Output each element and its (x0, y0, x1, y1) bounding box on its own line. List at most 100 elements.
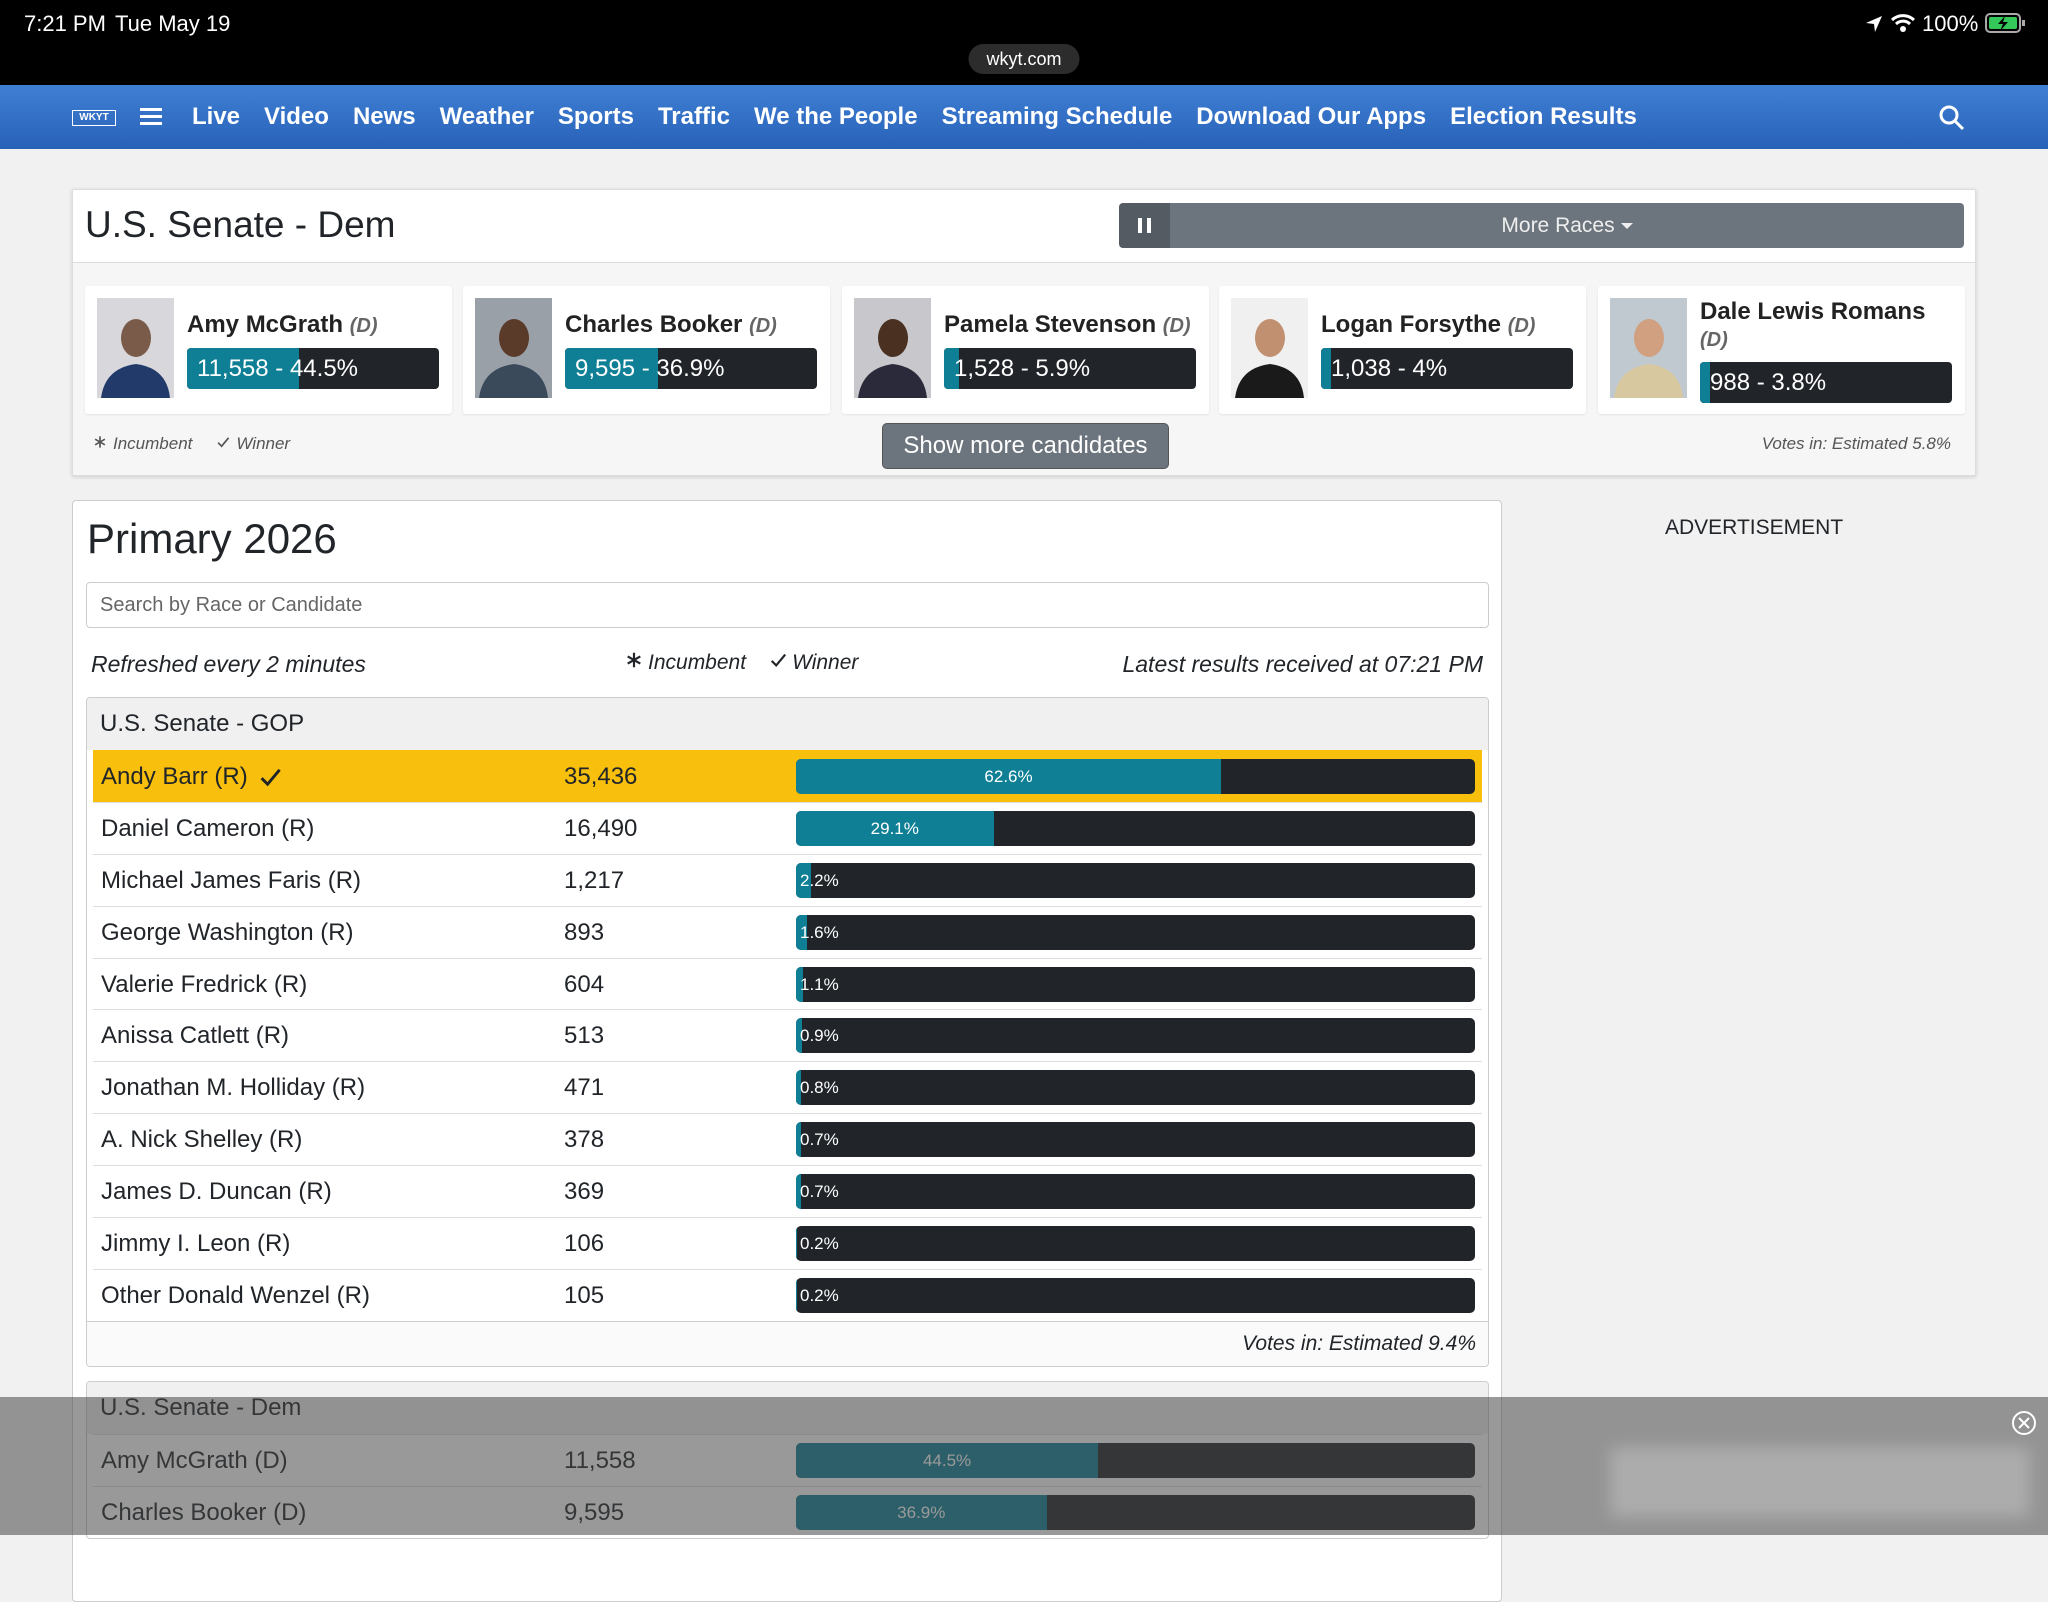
pause-icon (1138, 218, 1151, 233)
candidate-cell: Anissa Catlett (R) (101, 1010, 289, 1061)
nav-link[interactable]: Weather (439, 103, 534, 130)
vote-bar: 0.8% (796, 1070, 1475, 1106)
show-more-button[interactable]: Show more candidates (882, 423, 1169, 469)
latest-note: Latest results received at 07:21 PM (1122, 651, 1483, 677)
candidate-info: Pamela Stevenson (D) 1,528 - 5.9% (944, 286, 1196, 414)
candidate-cell: A. Nick Shelley (R) (101, 1114, 302, 1165)
nav-link[interactable]: News (352, 103, 416, 130)
candidate-name-line: Dale Lewis Romans (D) (1700, 298, 1952, 354)
nav-link[interactable]: Download Our Apps (1196, 103, 1427, 130)
search-input[interactable]: Search by Race or Candidate (86, 582, 1489, 628)
result-row: Valerie Fredrick (R) 604 1.1% (93, 957, 1482, 1010)
candidate-name: Logan Forsythe (1321, 311, 1502, 338)
nav-items: Live Video News Weather Sports Traffic We the … (192, 85, 1637, 149)
percent-label: 0.8% (800, 1078, 839, 1098)
site-logo[interactable]: WKYT (72, 110, 116, 126)
vote-bar-fill (796, 966, 804, 1002)
refresh-note: Refreshed every 2 minutes (91, 651, 366, 677)
candidate-name: Daniel Cameron (R) (101, 814, 315, 842)
candidate-card: Charles Booker (D) 9,595 - 36.9% (463, 286, 830, 414)
ad-content (1610, 1447, 2030, 1517)
incumbent-label: Incumbent (648, 651, 747, 674)
vote-bar: 988 - 3.8% (1700, 361, 1952, 403)
candidate-cell: George Washington (R) (101, 907, 354, 958)
winner-check (258, 765, 282, 789)
vote-bar-fill (796, 1277, 798, 1313)
vote-count: 604 (564, 970, 605, 998)
vote-bar-fill (796, 1174, 801, 1210)
candidate-name: Jimmy I. Leon (R) (101, 1230, 291, 1258)
candidate-name: Valerie Fredrick (R) (101, 970, 308, 998)
winner-icon (216, 434, 230, 454)
incumbent-icon (625, 651, 643, 675)
candidate-party: (D) (1162, 315, 1191, 337)
search-icon[interactable] (1938, 104, 1966, 132)
date: Tue May 19 (115, 11, 231, 36)
vote-count: 893 (564, 918, 605, 946)
caret (1620, 222, 1633, 229)
result-row: Jonathan M. Holliday (R) 471 0.8% (93, 1061, 1482, 1113)
candidate-name-line: Amy McGrath (D) (187, 311, 439, 340)
nav-link[interactable]: Election Results (1450, 103, 1637, 130)
result-row: Daniel Cameron (R) 16,490 29.1% (93, 801, 1482, 854)
candidate-photo (475, 298, 552, 398)
percent-label: 1.6% (800, 922, 839, 942)
percent-label: 0.2% (800, 1234, 839, 1254)
vote-bar-fill (796, 862, 811, 898)
vote-label: 11,558 - 44.5% (197, 355, 359, 382)
result-row: Other Donald Wenzel (R) 105 0.2% (93, 1268, 1482, 1321)
candidate-name: Michael James Faris (R) (101, 866, 362, 894)
battery-percent: 100% (1922, 11, 1979, 36)
nav-bar: Live Video News Weather Sports Traffic We the … (0, 85, 2048, 149)
vote-bar-fill (796, 1018, 803, 1054)
incumbent-icon (93, 434, 107, 454)
vote-bar: 1,038 - 4% (1321, 348, 1573, 389)
result-row: Michael James Faris (R) 1,217 2.2% (93, 853, 1482, 906)
vote-bar: 11,558 - 44.5% (187, 348, 439, 389)
vote-bar-fill (1700, 361, 1710, 403)
vote-count: 471 (564, 1074, 605, 1102)
vote-bar-fill (796, 914, 807, 950)
close-ad-button[interactable] (2011, 1410, 2037, 1436)
vote-bar: 2.2% (796, 862, 1475, 898)
nav-link[interactable]: Live (192, 103, 241, 130)
vote-bar-fill (565, 348, 658, 389)
nav-link[interactable]: Streaming Schedule (941, 103, 1173, 130)
nav-link[interactable]: We the People (753, 103, 918, 130)
candidate-cell: Jimmy I. Leon (R) (101, 1218, 290, 1269)
featured-race: U.S. Senate - Dem More Races Amy McGrath… (72, 189, 1976, 476)
candidate-info: Charles Booker (D) 9,595 - 36.9% (565, 286, 817, 414)
candidate-cell: Other Donald Wenzel (R) (101, 1270, 370, 1321)
panel-title: Primary 2026 (87, 515, 337, 562)
candidate-photo (97, 298, 174, 398)
percent-label: 0.2% (800, 1285, 839, 1305)
nav-link[interactable]: Sports (557, 103, 634, 130)
candidate-cell: Jonathan M. Holliday (R) (101, 1062, 365, 1113)
candidate-cell: Andy Barr (R) (101, 751, 282, 802)
result-row: Jimmy I. Leon (R) 106 0.2% (93, 1217, 1482, 1269)
candidate-name: James D. Duncan (R) (101, 1178, 332, 1206)
menu-icon[interactable] (140, 106, 164, 128)
candidate-cell: Valerie Fredrick (R) (101, 959, 307, 1010)
percent-label: 29.1% (870, 818, 919, 838)
percent-label: 0.7% (800, 1130, 839, 1150)
winner-label: Winner (792, 651, 859, 674)
url-pill[interactable]: wkyt.com (968, 44, 1080, 74)
nav-link[interactable]: Video (264, 103, 329, 130)
vote-bar: 0.9% (796, 1018, 1475, 1054)
race-title: U.S. Senate - GOP (87, 698, 1488, 750)
pause-button[interactable] (1119, 203, 1170, 248)
candidate-name: Amy McGrath (187, 311, 344, 338)
candidate-party: (D) (1700, 328, 1728, 351)
ad-overlay (0, 1397, 2048, 1535)
vote-bar: 9,595 - 36.9% (565, 348, 817, 389)
location-icon (1866, 16, 1882, 32)
nav-link[interactable]: Traffic (657, 103, 730, 130)
vote-bar-fill (796, 1122, 801, 1158)
more-races-button[interactable]: More Races (1170, 203, 1964, 248)
candidate-photo (1610, 298, 1687, 398)
vote-bar: 62.6% (796, 759, 1475, 794)
vote-count: 35,436 (564, 763, 638, 790)
candidate-party: (D) (349, 315, 378, 337)
